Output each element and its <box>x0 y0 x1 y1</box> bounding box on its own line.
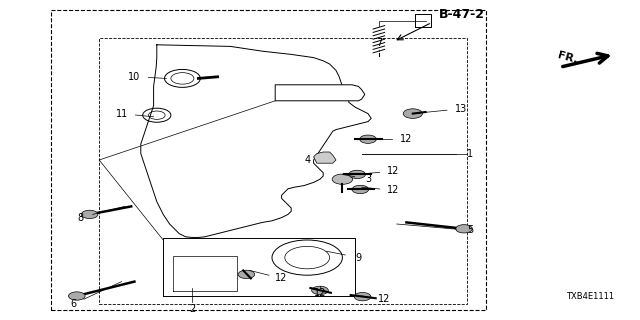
Text: 4: 4 <box>304 155 310 165</box>
Circle shape <box>68 292 85 300</box>
Text: 10: 10 <box>128 72 141 82</box>
Circle shape <box>360 135 376 143</box>
Text: 9: 9 <box>355 252 362 263</box>
Circle shape <box>332 174 353 184</box>
Circle shape <box>352 185 369 194</box>
Polygon shape <box>314 152 336 163</box>
Text: 12: 12 <box>275 273 288 284</box>
Text: FR.: FR. <box>557 50 579 65</box>
Bar <box>51 10 486 310</box>
Text: 8: 8 <box>77 212 83 223</box>
Text: 12: 12 <box>314 288 326 298</box>
Circle shape <box>349 170 365 179</box>
Circle shape <box>456 225 472 233</box>
Circle shape <box>238 270 255 278</box>
Text: B-47-2: B-47-2 <box>438 8 484 21</box>
Circle shape <box>312 286 328 294</box>
Text: 5: 5 <box>467 225 474 236</box>
Text: 12: 12 <box>387 166 400 176</box>
Text: 11: 11 <box>115 108 128 119</box>
Polygon shape <box>275 85 365 101</box>
Text: 2: 2 <box>189 304 195 314</box>
Text: TXB4E1111: TXB4E1111 <box>566 292 614 301</box>
Circle shape <box>81 210 98 219</box>
Text: 12: 12 <box>378 294 390 304</box>
Text: 3: 3 <box>365 174 371 184</box>
Circle shape <box>355 292 371 301</box>
Text: 1: 1 <box>467 148 474 159</box>
Text: 6: 6 <box>70 299 77 309</box>
Text: 7: 7 <box>376 38 382 48</box>
Text: 12: 12 <box>400 134 413 144</box>
Circle shape <box>403 109 422 118</box>
Bar <box>99 38 467 304</box>
Text: 13: 13 <box>454 104 467 114</box>
Text: 12: 12 <box>387 185 400 196</box>
